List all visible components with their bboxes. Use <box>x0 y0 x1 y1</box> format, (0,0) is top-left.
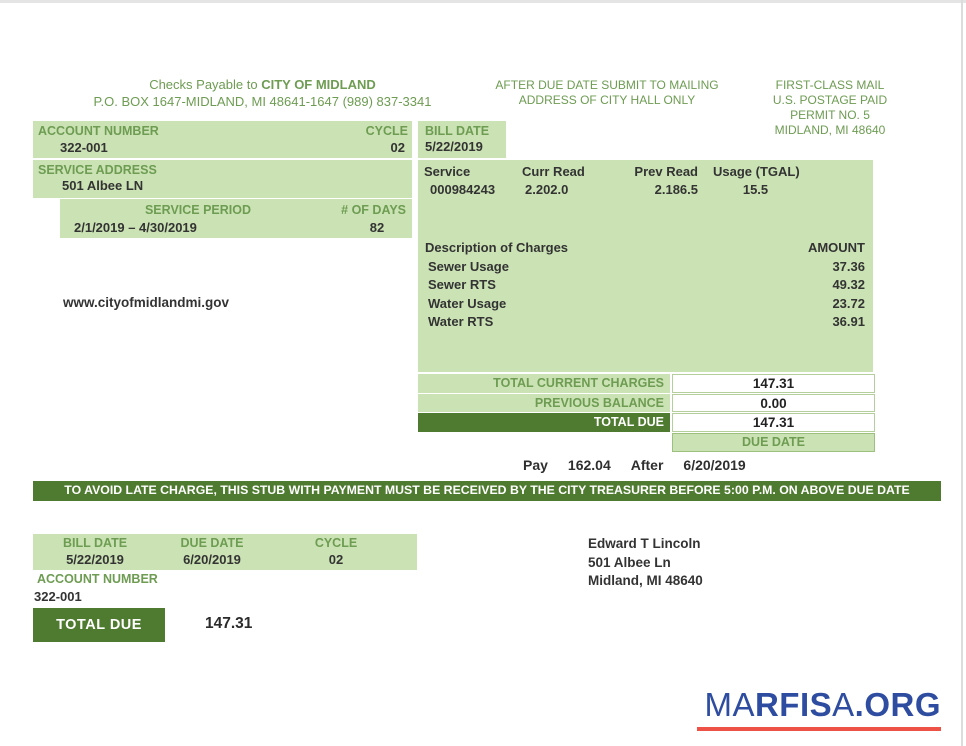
service-period-value: 2/1/2019 – 4/30/2019 <box>74 220 197 235</box>
payee-name: CITY OF MIDLAND <box>261 77 376 92</box>
days-label: # OF DAYS <box>341 203 406 217</box>
pay-after-line: Pay 162.04 After 6/20/2019 <box>523 457 746 473</box>
meter-header-curr-read: Curr Read <box>522 164 585 179</box>
recipient-city: Midland, MI 48640 <box>588 573 703 589</box>
bill-date-value: 5/22/2019 <box>425 139 483 154</box>
due-date-cell: DUE DATE <box>672 433 875 452</box>
meter-prev-read-value: 2.186.5 <box>654 182 698 197</box>
service-address-value: 501 Albee LN <box>62 178 144 193</box>
logo-underline <box>697 727 941 731</box>
charge-amount: 37.36 <box>832 258 865 274</box>
charge-amount: 49.32 <box>832 277 865 292</box>
charge-desc: Water Usage <box>428 295 507 311</box>
meter-header-service: Service <box>424 164 471 179</box>
pay-word: Pay <box>523 457 548 473</box>
total-current-charges-value: 147.31 <box>672 374 875 393</box>
city-website-url: www.cityofmidlandmi.gov <box>63 295 230 310</box>
stub-account-number-label: ACCOUNT NUMBER <box>37 572 158 586</box>
charge-desc: Sewer Usage <box>428 258 509 274</box>
service-period-label: SERVICE PERIOD <box>144 203 252 217</box>
charge-amount: 23.72 <box>832 295 865 311</box>
charge-desc: Sewer RTS <box>428 277 496 292</box>
meter-curr-read-value: 2.202.0 <box>525 182 569 197</box>
total-due-label: TOTAL DUE <box>418 413 670 432</box>
page-top-edge <box>0 0 966 3</box>
meter-usage-value: 15.5 <box>742 182 769 197</box>
days-value: 82 <box>369 220 385 235</box>
charges-header: Description of Charges <box>425 240 569 255</box>
account-number-value: 322-001 <box>60 140 108 155</box>
amount-header: AMOUNT <box>807 240 865 255</box>
mailing-address-block: Edward T Lincoln 501 Albee Ln Midland, M… <box>588 535 703 591</box>
after-due-notice: AFTER DUE DATE SUBMIT TO MAILING ADDRESS… <box>495 78 719 107</box>
total-current-charges-label: TOTAL CURRENT CHARGES <box>418 374 670 393</box>
service-address-label: SERVICE ADDRESS <box>38 163 157 177</box>
stub-bill-date-value: 5/22/2019 <box>66 552 124 567</box>
service-address-band: SERVICE ADDRESS 501 Albee LN <box>33 160 412 198</box>
charge-desc: Water RTS <box>428 314 494 329</box>
bill-date-label: BILL DATE <box>425 124 490 138</box>
marfisa-logo[interactable]: MARFISA.ORG <box>704 686 941 723</box>
total-due-value: 147.31 <box>672 413 875 432</box>
late-date: 6/20/2019 <box>683 457 746 473</box>
charge-amount: 36.91 <box>832 314 865 329</box>
stub-dates-band: BILL DATE DUE DATE CYCLE 5/22/2019 6/20/… <box>33 534 417 570</box>
stub-total-due-amount: 147.31 <box>205 615 253 632</box>
page-right-edge <box>961 0 963 746</box>
account-number-label: ACCOUNT NUMBER <box>38 124 159 138</box>
po-box-line: P.O. BOX 1647-MIDLAND, MI 48641-1647 (98… <box>93 94 432 109</box>
cycle-label: CYCLE <box>365 124 408 138</box>
meter-header-prev-read: Prev Read <box>634 164 698 179</box>
postage-block: FIRST-CLASS MAIL U.S. POSTAGE PAID PERMI… <box>772 78 888 137</box>
stub-bill-date-label: BILL DATE <box>62 536 128 550</box>
meter-header-usage: Usage (TGAL) <box>713 164 800 179</box>
recipient-street: 501 Albee Ln <box>588 554 671 570</box>
stub-due-date-value: 6/20/2019 <box>183 552 241 567</box>
stub-account-number-value: 322-001 <box>34 589 82 604</box>
stub-total-due-box: TOTAL DUE <box>33 608 165 642</box>
bill-date-cell: BILL DATE 5/22/2019 <box>418 121 506 158</box>
stub-due-date-label: DUE DATE <box>180 536 244 550</box>
meter-and-charges-block: Service Curr Read Prev Read Usage (TGAL)… <box>418 160 873 372</box>
checks-payable-line: Checks Payable to CITY OF MIDLAND <box>149 77 376 92</box>
late-charge-notice-banner: TO AVOID LATE CHARGE, THIS STUB WITH PAY… <box>33 481 941 501</box>
after-word: After <box>630 457 664 473</box>
meter-service-value: 000984243 <box>430 182 496 197</box>
account-band: ACCOUNT NUMBER CYCLE 322-001 02 <box>33 121 412 158</box>
cycle-value: 02 <box>390 140 405 155</box>
previous-balance-value: 0.00 <box>672 393 875 412</box>
late-amount: 162.04 <box>567 457 611 473</box>
stub-cycle-label: CYCLE <box>314 536 358 550</box>
stub-cycle-value: 02 <box>328 552 344 567</box>
service-period-band: SERVICE PERIOD # OF DAYS 2/1/2019 – 4/30… <box>60 199 412 238</box>
remittance-header: Checks Payable to CITY OF MIDLAND P.O. B… <box>40 76 485 110</box>
previous-balance-label: PREVIOUS BALANCE <box>418 393 670 412</box>
recipient-name: Edward T Lincoln <box>588 536 701 551</box>
